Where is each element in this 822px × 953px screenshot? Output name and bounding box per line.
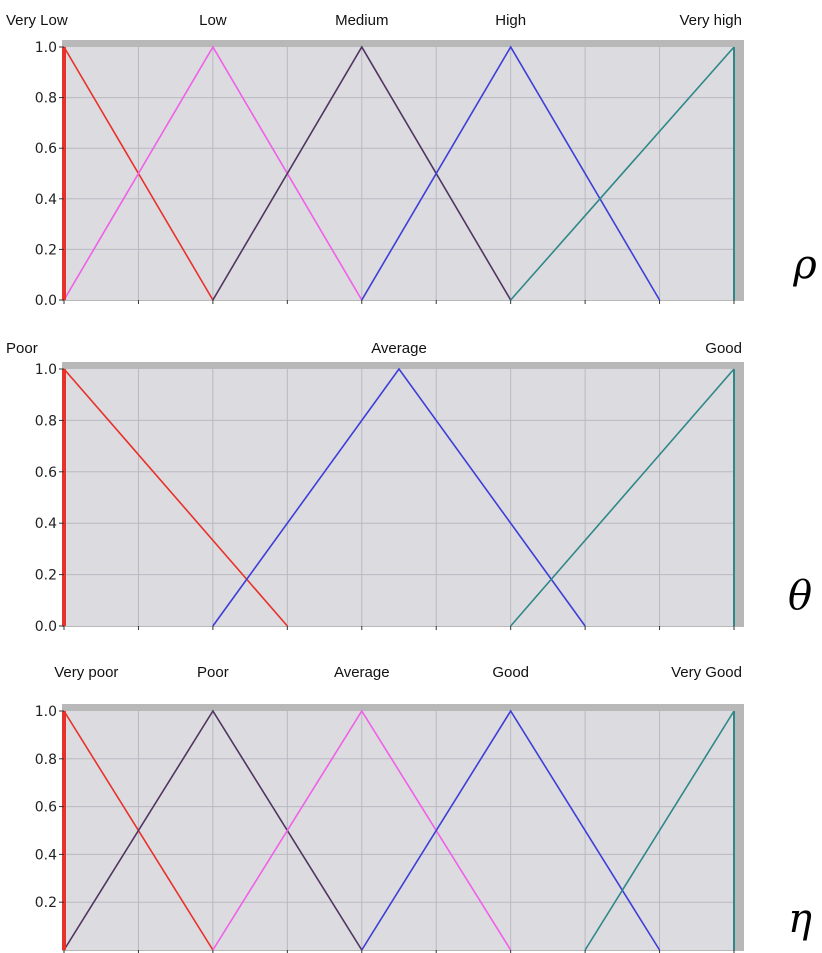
y-tick-label: 0.4 — [35, 192, 57, 208]
y-tick-label: 0.2 — [35, 895, 57, 911]
variable-symbol: θ — [788, 573, 812, 619]
series-line-medium — [212, 45, 512, 301]
mf-label-high: High — [495, 12, 526, 29]
mf-label-average: Average — [371, 340, 427, 357]
y-tick-label: 0.2 — [35, 568, 57, 584]
plot-background — [64, 47, 734, 300]
series-line-average — [212, 709, 512, 951]
series-line-poor — [63, 709, 363, 951]
y-tick-label: 0.4 — [35, 847, 57, 863]
y-tick-label: 0.0 — [35, 619, 57, 635]
y-tick-label: 0.6 — [35, 141, 57, 157]
y-tick-label: 0.8 — [35, 413, 57, 429]
series-line-good — [510, 368, 735, 627]
y-tick-label: 0.8 — [35, 91, 57, 107]
y-tick-label: 1.0 — [35, 362, 57, 378]
series-line-poor — [63, 368, 288, 627]
y-tick-label: 0.6 — [35, 800, 57, 816]
mf-label-medium: Medium — [335, 12, 388, 29]
y-tick-label: 0.6 — [35, 465, 57, 481]
mf-label-average: Average — [334, 664, 390, 681]
plot-background — [64, 369, 734, 626]
chart-panel-1: 0.0 0.2 0.4 0.6 0.8 1.0 Very Low Low Medium High V… — [6, 12, 817, 309]
series-line-good — [361, 709, 661, 951]
mf-label-good: Good — [705, 340, 742, 357]
y-tick-label: 0.4 — [35, 516, 57, 532]
y-tick-label: 1.0 — [35, 40, 57, 56]
series-line-very-high — [510, 46, 735, 301]
plot-background — [64, 711, 734, 950]
series-line-average — [212, 367, 586, 627]
chart-panel-3: 0.2 0.4 0.6 0.8 1.0 Very poor Poor Average Good V… — [35, 664, 812, 953]
y-tick-label: 0.2 — [35, 242, 57, 258]
y-tick-label: 0.8 — [35, 752, 57, 768]
mf-label-poor: Poor — [197, 664, 229, 681]
chart-panel-2: 0.0 0.2 0.4 0.6 0.8 1.0 Poor Average Good θ — [6, 340, 812, 635]
mf-label-very-high: Very high — [679, 12, 742, 29]
variable-symbol: η — [788, 896, 812, 942]
mf-label-very-good: Very Good — [671, 664, 742, 681]
mf-label-very-poor: Very poor — [54, 664, 118, 681]
y-tick-label: 1.0 — [35, 704, 57, 720]
mf-label-poor: Poor — [6, 340, 38, 357]
series-line-high — [361, 45, 661, 301]
series-line-low — [63, 45, 363, 301]
y-tick-label: 0.0 — [35, 293, 57, 309]
variable-symbol: ρ — [792, 242, 817, 288]
mf-label-good: Good — [492, 664, 529, 681]
mf-label-very-low: Very Low — [6, 12, 68, 29]
series-line-very-good — [584, 710, 735, 951]
mf-label-low: Low — [199, 12, 227, 29]
